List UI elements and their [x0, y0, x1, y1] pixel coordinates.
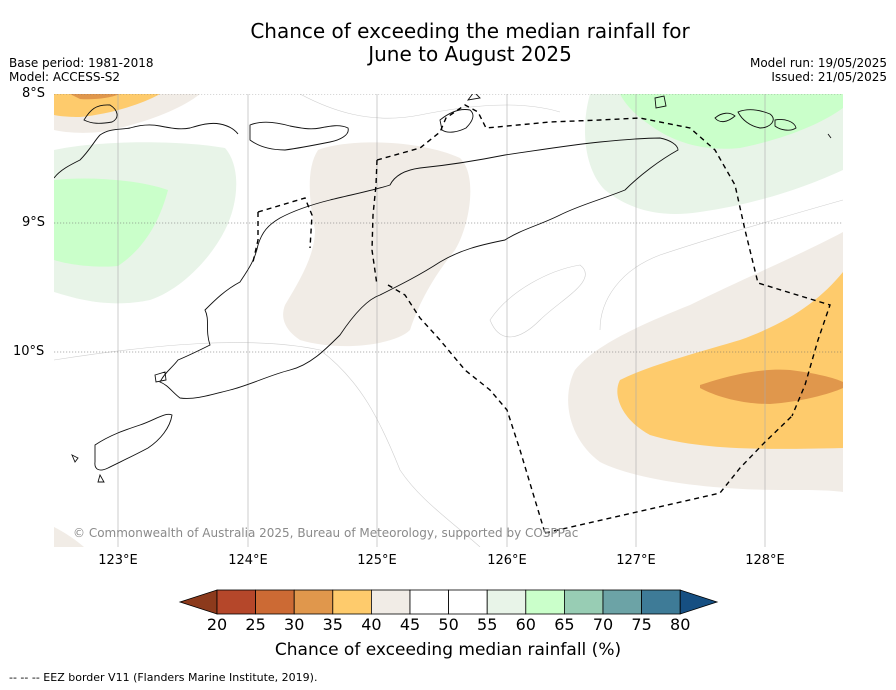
- wetar-island: [439, 94, 481, 133]
- colorbar-tick-label: 65: [554, 615, 575, 634]
- lon-label-124e: 124°E: [228, 553, 268, 568]
- model-name: Model: ACCESS-S2: [9, 70, 121, 84]
- colorbar-tick-label: 80: [670, 615, 691, 634]
- islands-south-west: [71, 371, 173, 483]
- region-30-35-east: [700, 369, 843, 404]
- lat-label-8s: 8°S: [22, 86, 46, 101]
- colorbar-segment: [255, 589, 295, 615]
- colorbar-segment: [370, 589, 411, 615]
- eez-footnote: -- -- -- EEZ border V11 (Flanders Marine…: [9, 671, 318, 684]
- colorbar: [178, 589, 719, 615]
- lon-label-128e: 128°E: [745, 553, 785, 568]
- colorbar-extend-low: [178, 589, 218, 615]
- lat-label-10s: 10°S: [13, 344, 45, 359]
- islands-north-west: [54, 104, 349, 179]
- region-40-45-sw: [54, 527, 84, 547]
- lat-label-9s: 9°S: [22, 215, 46, 230]
- colorbar-label: Chance of exceeding median rainfall (%): [274, 640, 622, 660]
- region-60-65-west: [54, 178, 168, 267]
- colorbar-segment: [409, 589, 449, 615]
- region-60-65-ne: [620, 94, 843, 149]
- colorbar-tick-label: 20: [206, 615, 228, 634]
- region-35-40-east: [617, 272, 843, 449]
- copyright-text: © Commonwealth of Australia 2025, Bureau…: [73, 526, 579, 540]
- map-area: [54, 94, 843, 547]
- lon-label-125e: 125°E: [357, 553, 397, 568]
- issued-date: Issued: 21/05/2025: [771, 70, 887, 84]
- title-line-1: Chance of exceeding the median rainfall …: [250, 19, 690, 43]
- colorbar-segment: [293, 589, 334, 615]
- map-title: Chance of exceeding the median rainfall …: [0, 20, 896, 66]
- colorbar-segment: [525, 589, 565, 615]
- lon-label-126e: 126°E: [487, 553, 527, 568]
- colorbar-tick-label: 25: [245, 615, 266, 634]
- title-line-2: June to August 2025: [368, 42, 572, 66]
- colorbar-tick-label: 35: [322, 615, 343, 634]
- region-30-35-nw: [70, 94, 120, 100]
- colorbar-tick-label: 70: [592, 615, 614, 634]
- colorbar-tick-label: 30: [284, 615, 305, 634]
- gridlines: [54, 94, 843, 353]
- colorbar-segment: [486, 589, 527, 615]
- contour-lines: [54, 94, 843, 547]
- colorbar-tick-label: 60: [515, 615, 536, 634]
- colorbar-extend-high: [679, 589, 719, 615]
- lon-label-123e: 123°E: [98, 553, 138, 568]
- colorbar-segment: [641, 589, 681, 615]
- meridians: [117, 94, 766, 547]
- timor-coastline: [159, 137, 679, 399]
- colorbar-segment: [564, 589, 604, 615]
- colorbar-tick-label: 40: [361, 615, 382, 634]
- colorbar-tick-label: 45: [399, 615, 421, 634]
- lon-label-127e: 127°E: [616, 553, 656, 568]
- colorbar-tick-label: 50: [438, 615, 459, 634]
- region-35-40-nw: [54, 94, 160, 117]
- model-run: Model run: 19/05/2025: [749, 56, 887, 70]
- base-period: Base period: 1981-2018: [9, 56, 154, 70]
- metadata-right: Model run: 19/05/2025 Issued: 21/05/2025: [750, 56, 887, 84]
- colorbar-segment: [448, 589, 488, 615]
- colorbar-segment: [602, 589, 642, 615]
- islands-north-east: [654, 95, 832, 139]
- colorbar-segment: [216, 589, 256, 615]
- colorbar-tick-label: 55: [477, 615, 498, 634]
- eez-border: [252, 104, 831, 534]
- colorbar-tick-label: 75: [631, 615, 652, 634]
- metadata-left: Base period: 1981-2018 Model: ACCESS-S2: [9, 56, 154, 84]
- colorbar-segment: [332, 589, 372, 615]
